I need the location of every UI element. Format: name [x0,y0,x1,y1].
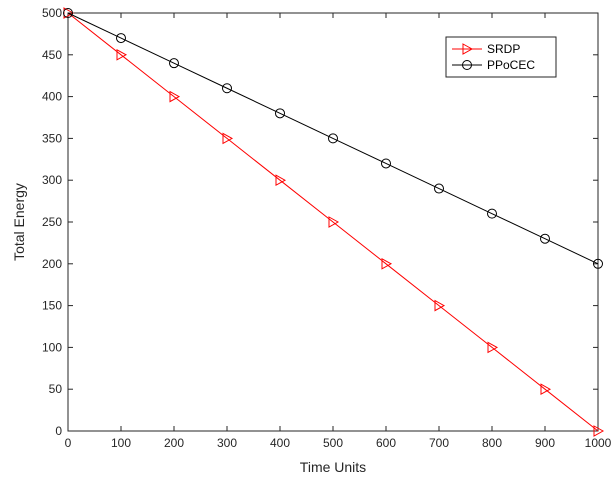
data-point [222,83,232,94]
x-tick-label: 400 [270,436,290,450]
legend-label: SRDP [487,42,520,56]
legend-box [445,36,557,78]
data-point [63,8,73,18]
series-ppocec [63,8,603,269]
data-point [328,133,338,144]
y-axis: 0 50 100 150 200 250 300 350 400 450 500 [42,6,598,438]
series-line [67,12,599,265]
x-tick-label: 800 [482,436,502,450]
x-axis: 0 100 200 300 400 500 600 700 800 900 1000 [65,13,612,450]
data-point [222,132,234,145]
data-point [116,33,126,44]
data-point [169,58,179,69]
data-point [169,90,181,103]
x-tick-label: 200 [164,436,184,450]
series-line [67,12,599,432]
x-tick-label: 0 [65,436,72,450]
data-point [540,383,552,396]
legend-item-srdp: SRDP [452,42,520,56]
x-tick-label: 1000 [585,436,612,450]
x-tick-label: 700 [429,436,449,450]
data-point [593,425,605,437]
x-tick-label: 300 [217,436,237,450]
y-tick-label: 500 [42,6,62,20]
data-point [540,233,550,244]
x-axis-title: Time Units [300,459,366,475]
legend: SRDP PPoCEC [445,36,557,78]
data-point [462,60,472,70]
data-point [487,208,497,219]
y-tick-label: 450 [42,48,62,62]
y-tick-label: 100 [42,340,62,354]
data-point [381,257,393,270]
y-axis-title: Total Energy [11,183,27,261]
x-tick-label: 900 [535,436,555,450]
data-point [434,299,446,312]
y-tick-label: 400 [42,90,62,104]
data-point [275,174,287,187]
data-point [116,48,128,61]
y-tick-label: 0 [55,424,62,438]
series-layer [63,7,605,437]
y-tick-label: 300 [42,173,62,187]
data-point [381,158,391,169]
x-tick-label: 500 [323,436,343,450]
y-tick-label: 150 [42,299,62,313]
legend-item-ppocec: PPoCEC [452,58,535,72]
data-point [328,216,340,228]
data-point [434,183,444,194]
y-tick-label: 50 [49,382,63,396]
y-tick-label: 200 [42,257,62,271]
data-point [462,43,474,55]
legend-label: PPoCEC [487,58,535,72]
data-point [487,341,499,354]
data-point [275,108,285,119]
y-tick-label: 250 [42,215,62,229]
y-tick-label: 350 [42,131,62,145]
x-tick-label: 600 [376,436,396,450]
x-tick-label: 100 [111,436,131,450]
data-point [593,258,603,269]
